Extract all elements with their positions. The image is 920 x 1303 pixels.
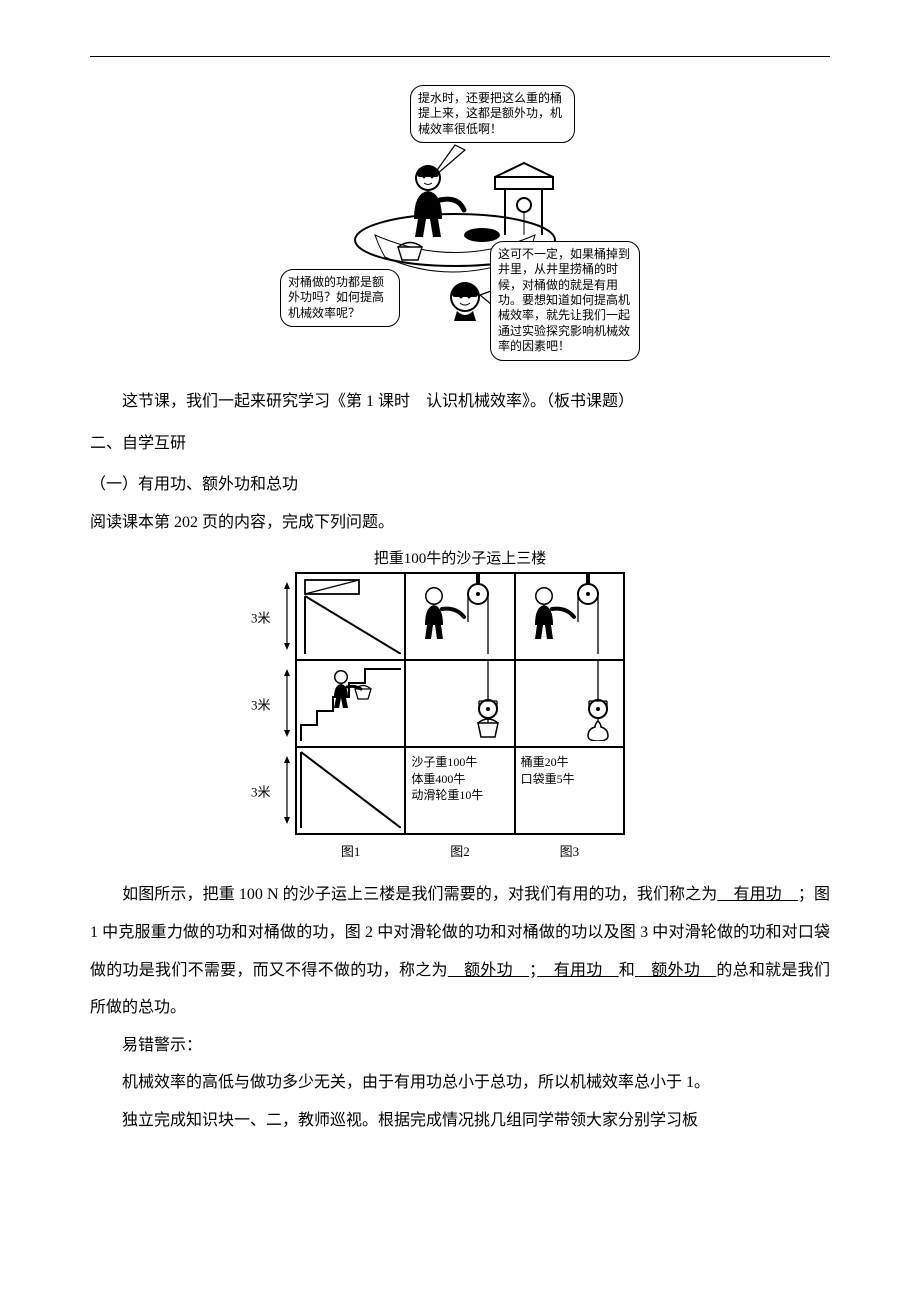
- fill-blank-paragraph: 如图所示，把重 100 N 的沙子运上三楼是我们需要的，对我们有用的功，我们称之…: [90, 876, 830, 1026]
- row-label-3m: 3米: [251, 607, 271, 626]
- section-heading-2: 二、自学互研: [90, 425, 830, 463]
- rope-bucket-svg: [406, 661, 510, 741]
- height-arrow-icon: [283, 756, 291, 824]
- intro-paragraph: 这节课，我们一起来研究学习《第 1 课时 认识机械效率》。（板书课题）: [90, 383, 830, 421]
- weights-info-3: 桶重20牛 口袋重5牛: [518, 750, 578, 790]
- row-label-3m: 3米: [251, 694, 271, 713]
- cell-bot-1: 3米: [296, 747, 405, 834]
- pulley-top-svg: [406, 574, 510, 654]
- cell-bot-2: 沙子重100牛 体重400牛 动滑轮重10牛: [405, 747, 514, 834]
- cartoon-figure: 提水时，还要把这么重的桶提上来，这都是额外功，机械效率很低啊！: [280, 85, 640, 365]
- horizontal-rule: [90, 56, 830, 57]
- warning-text: 机械效率的高低与做功多少无关，由于有用功总小于总功，所以机械效率总小于 1。: [90, 1064, 830, 1102]
- task-text: 独立完成知识块一、二，教师巡视。根据完成情况挑几组同学带领大家分别学习板: [90, 1102, 830, 1140]
- cell-bot-3: 桶重20牛 口袋重5牛: [515, 747, 624, 834]
- cell-top-2: [405, 573, 514, 660]
- caption-fig3: 图3: [516, 841, 623, 860]
- floor-svg: [297, 574, 401, 654]
- row-label-3m: 3米: [251, 781, 271, 800]
- blank-1: 有用功: [717, 886, 798, 903]
- cell-mid-2: [405, 660, 514, 747]
- cell-mid-1: 3米: [296, 660, 405, 747]
- section-heading-2-1: （一）有用功、额外功和总功: [90, 466, 830, 504]
- height-arrow-icon: [283, 582, 291, 650]
- cell-mid-3: [515, 660, 624, 747]
- blank-2: 额外功: [448, 962, 529, 979]
- speech-bubble-top: 提水时，还要把这么重的桶提上来，这都是额外功，机械效率很低啊！: [410, 85, 575, 143]
- height-arrow-icon: [283, 669, 291, 737]
- pulley-top-svg-2: [516, 574, 620, 654]
- cell-top-3: [515, 573, 624, 660]
- stairs-person-svg: [297, 661, 401, 741]
- warning-heading: 易错警示：: [90, 1027, 830, 1065]
- diagram-title: 把重100牛的沙子运上三楼: [90, 547, 830, 568]
- cell-top-1: 3米: [296, 573, 405, 660]
- speech-bubble-left: 对桶做的功都是额外功吗？如何提高机械效率呢？: [280, 269, 400, 327]
- rope-bag-svg: [516, 661, 620, 741]
- blank-4: 额外功: [635, 962, 716, 979]
- blank-3: 有用功: [537, 962, 619, 979]
- caption-fig2: 图2: [406, 841, 513, 860]
- caption-fig1: 图1: [297, 841, 404, 860]
- three-method-diagram: 3米: [295, 572, 625, 835]
- weights-info-2: 沙子重100牛 体重400牛 动滑轮重10牛: [408, 750, 486, 807]
- stairs-svg: [297, 748, 401, 828]
- read-instruction: 阅读课本第 202 页的内容，完成下列问题。: [90, 504, 830, 542]
- speech-bubble-right: 这可不一定，如果桶掉到井里，从井里捞桶的时候，对桶做的就是有用功。要想知道如何提…: [490, 241, 640, 361]
- figure-captions: 图1 图2 图3: [295, 839, 625, 862]
